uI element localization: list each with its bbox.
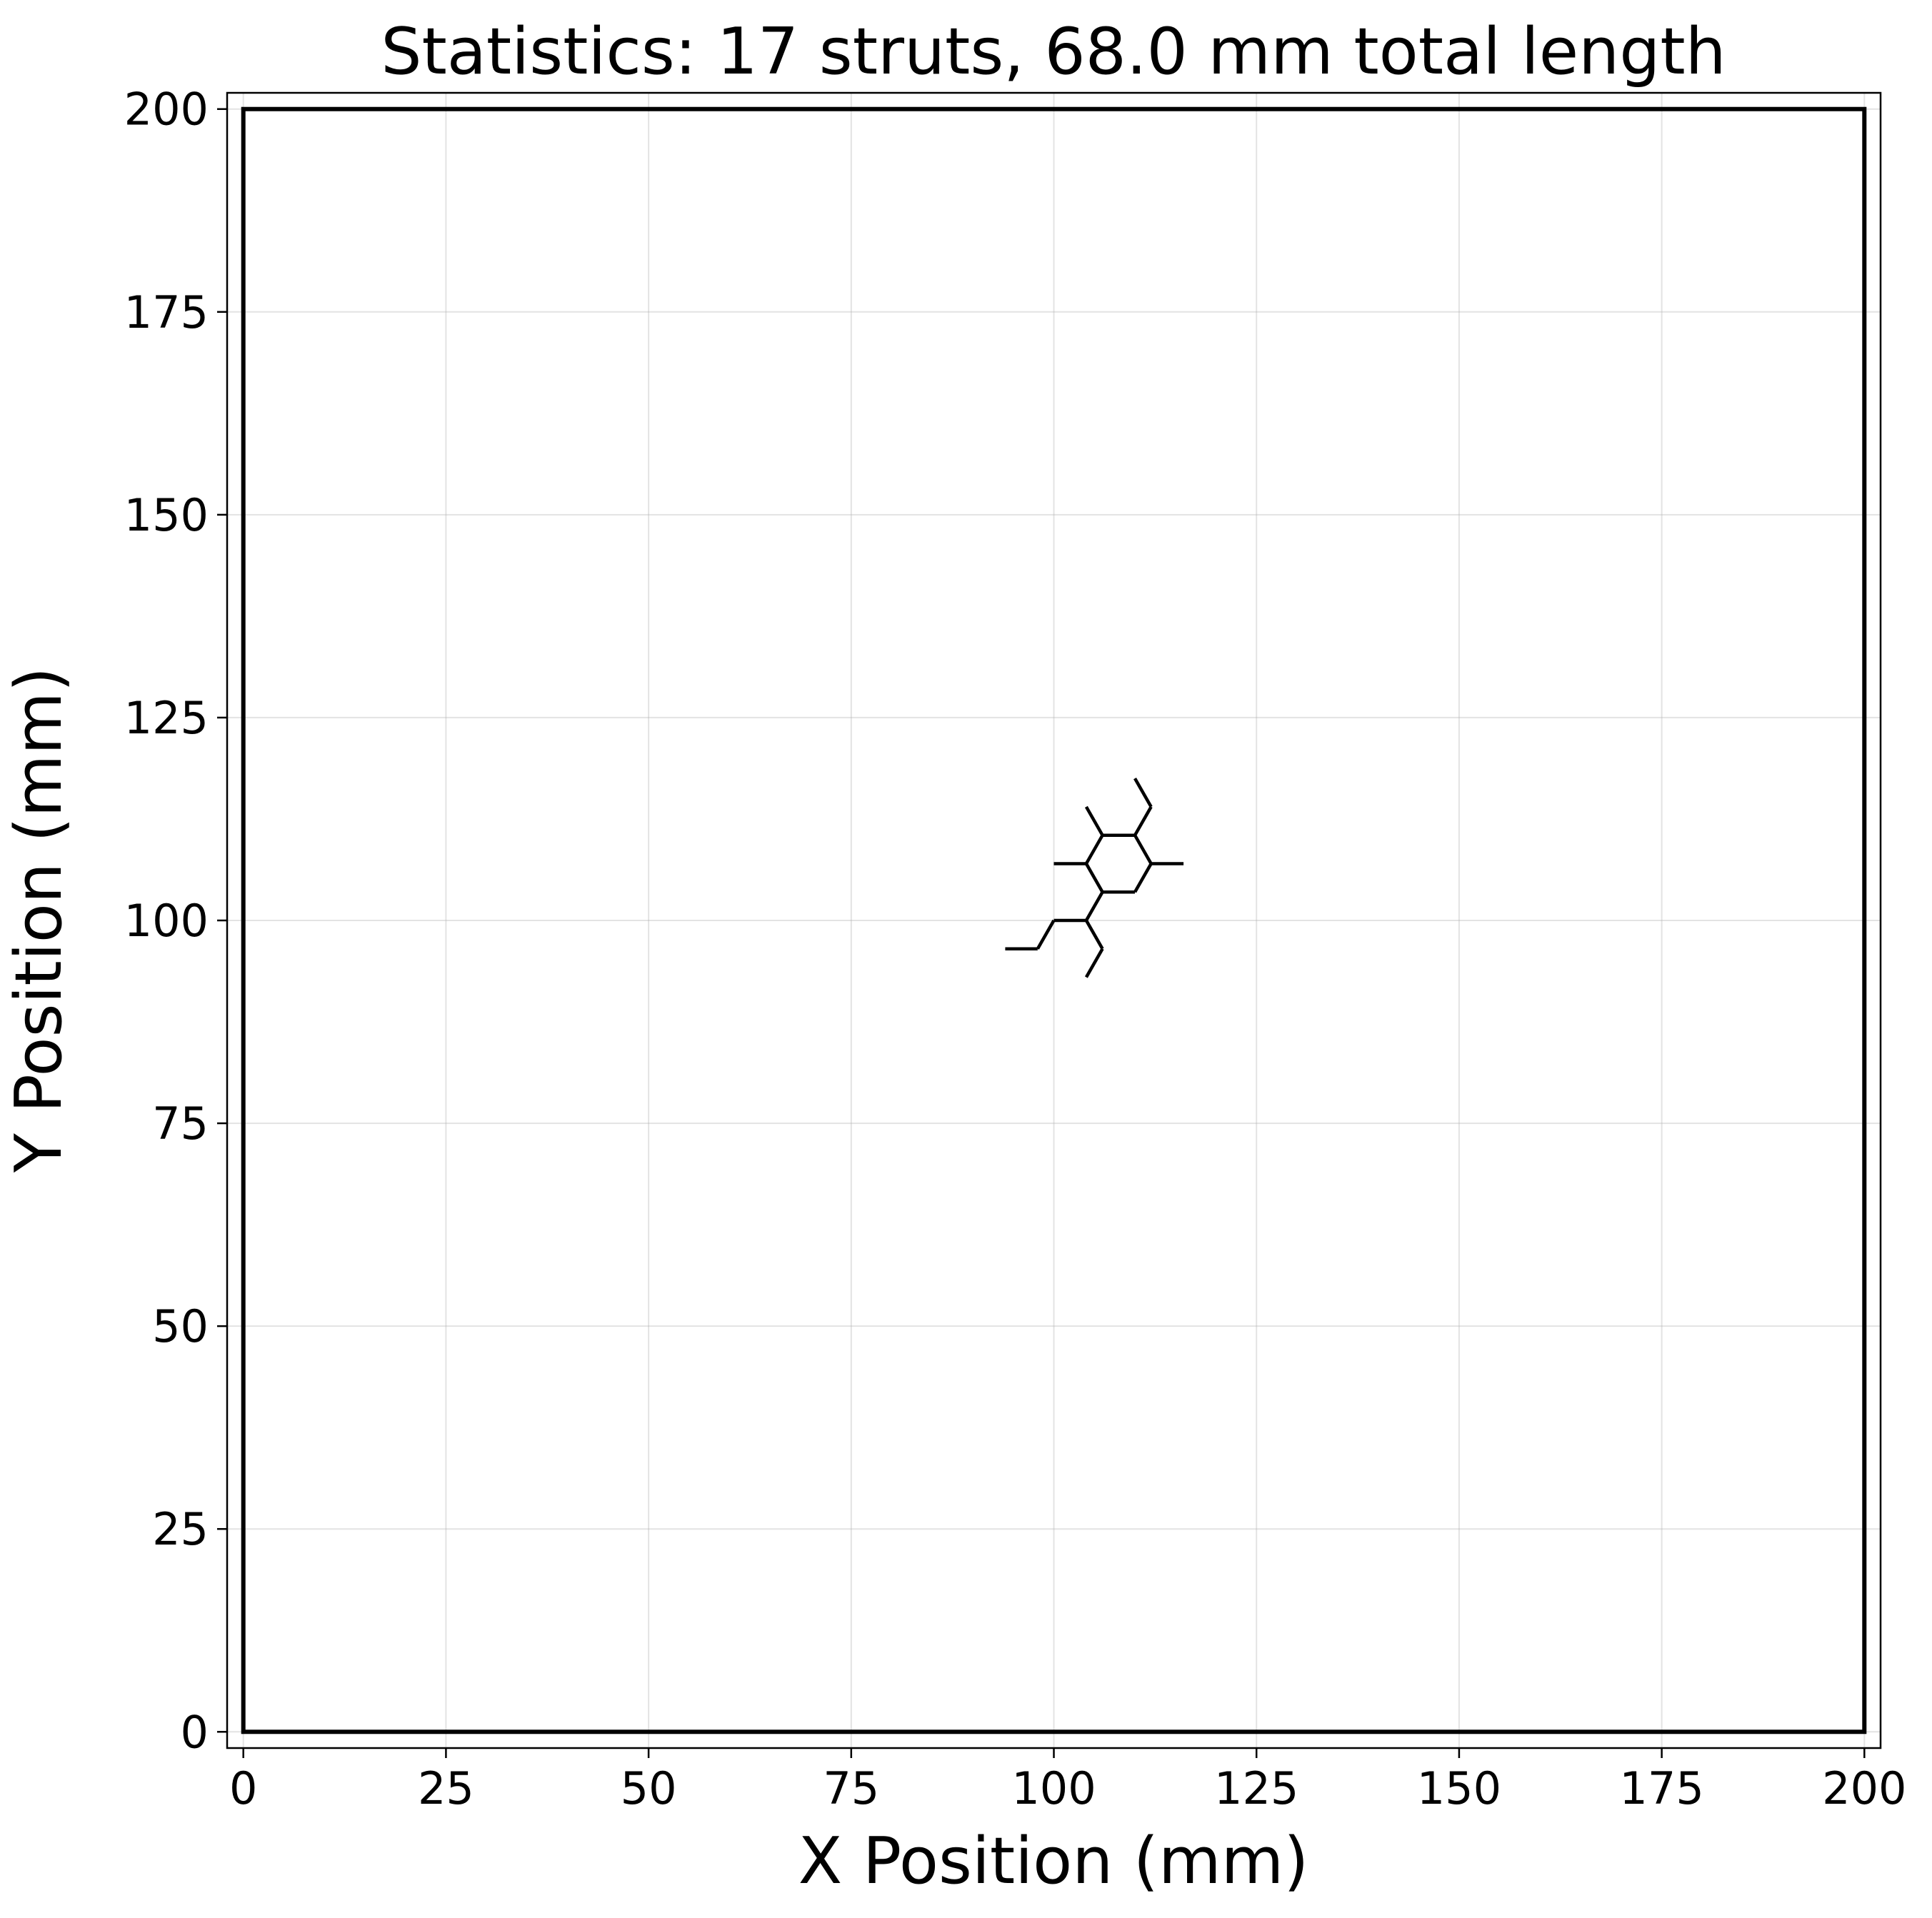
x-tick-label: 125 [1214,1762,1298,1814]
strut-segment [1084,863,1104,893]
y-tick-label: 25 [152,1503,209,1555]
chart-title: Statistics: 17 struts, 68.0 mm total len… [381,14,1726,89]
x-tick-label: 150 [1417,1762,1501,1814]
y-tick-label: 175 [124,286,209,338]
strut-segment [1084,919,1104,950]
y-axis-label: Y Position (mm) [1,667,76,1173]
x-tick-labels: 0 25 50 75 100 125 150 175 200 [229,1762,1907,1814]
tick-marks [217,108,1866,1758]
y-tick-label: 0 [181,1706,209,1758]
y-tick-label: 75 [152,1098,209,1150]
y-tick-label: 200 [124,84,209,136]
x-axis-label: X Position (mm) [799,1824,1309,1899]
struts [1005,778,1184,978]
x-tick-label: 75 [823,1762,879,1814]
x-tick-label: 50 [621,1762,677,1814]
strut-segment [1133,805,1153,836]
strut-segment [1133,834,1153,865]
strut-segment [1084,805,1104,836]
y-tick-label: 150 [124,489,209,541]
x-tick-label: 25 [418,1762,474,1814]
boundary-rectangle [241,106,1867,1734]
y-tick-label: 100 [124,895,209,947]
x-tick-label: 175 [1619,1762,1703,1814]
y-tick-label: 50 [152,1300,209,1352]
strut-segment [1084,948,1104,978]
x-tick-label: 0 [229,1762,257,1814]
x-tick-label: 100 [1011,1762,1096,1814]
strut-segment [1133,778,1153,808]
strut-segment [1036,919,1056,950]
strut-segment [1084,891,1104,922]
strut-segment [1133,863,1153,893]
y-tick-label: 125 [124,692,209,744]
y-tick-labels: 0 25 50 75 100 125 150 175 200 [124,84,209,1759]
x-tick-label: 200 [1822,1762,1906,1814]
build-plate-boundary [241,106,1867,1734]
strut-segment [1084,834,1104,865]
